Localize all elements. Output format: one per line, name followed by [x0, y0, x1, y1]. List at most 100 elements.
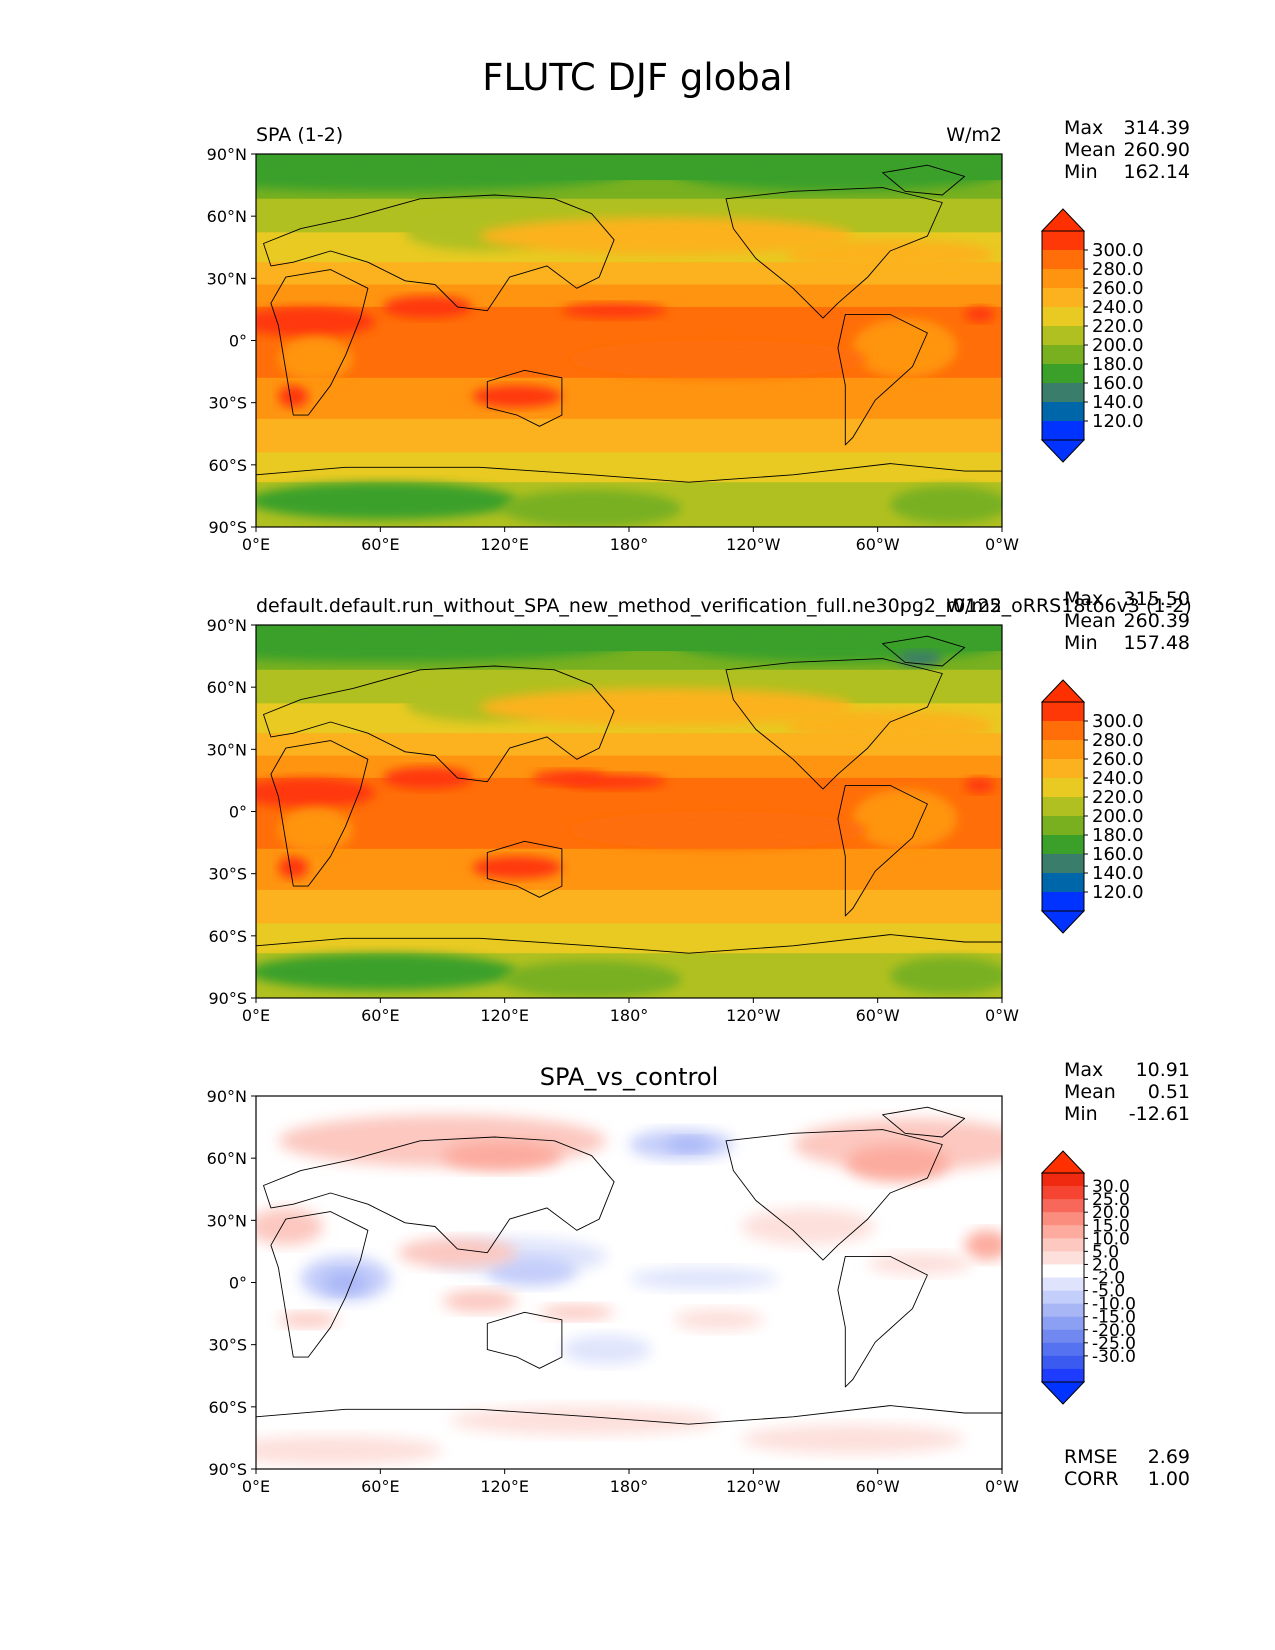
field-anomaly	[256, 154, 629, 192]
lon-tick-label: 120°E	[480, 535, 529, 554]
colorbar-tick-label: 200.0	[1092, 806, 1144, 827]
field-anomaly	[561, 1334, 652, 1365]
lat-tick-label: 90°N	[207, 145, 247, 164]
colorbar-swatch	[1042, 1316, 1084, 1331]
stat-value: 0.51	[1148, 1081, 1190, 1103]
lon-tick-label: 0°W	[985, 1477, 1019, 1496]
colorbar-tick-label: 280.0	[1092, 730, 1144, 751]
colorbar-tick-label: 5.0	[1092, 1242, 1119, 1262]
colorbar-tick-label: -25.0	[1092, 1334, 1136, 1354]
figure-title: FLUTC DJF global	[482, 56, 793, 99]
colorbar-swatch	[1042, 1238, 1084, 1252]
lon-tick-label: 60°E	[361, 1006, 399, 1025]
coastline	[270, 269, 369, 416]
colorbar-max-arrow	[1040, 679, 1086, 703]
stat-label: CORR	[1064, 1468, 1119, 1490]
lon-tick-label: 0°E	[242, 1477, 270, 1496]
lat-tick-label: 30°S	[208, 865, 247, 884]
colorbar: 300.0280.0260.0240.0220.0200.0180.0160.0…	[1040, 679, 1144, 934]
colorbar-frame	[1041, 230, 1085, 441]
field-anomaly	[785, 710, 995, 741]
stat-label: Min	[1064, 632, 1098, 654]
coastline	[725, 187, 943, 319]
lon-tick-label: 0°E	[242, 1006, 270, 1025]
coastline	[882, 1106, 966, 1138]
lat-tick-label: 60°S	[208, 456, 247, 475]
lat-tick-label: 30°S	[208, 1336, 247, 1355]
lat-tick-label: 0°	[229, 332, 247, 351]
colorbar-swatch	[1042, 402, 1084, 422]
stat-value: 10.91	[1136, 1059, 1190, 1081]
coastline	[256, 1405, 1002, 1469]
stat-value: 1.00	[1148, 1468, 1190, 1490]
colorbar-swatch	[1042, 721, 1084, 741]
field-anomaly	[449, 1405, 719, 1436]
coastline	[882, 635, 966, 667]
field-anomaly	[569, 811, 868, 849]
field-anomaly	[256, 306, 376, 337]
stat-label: Mean	[1064, 139, 1116, 161]
colorbar-tick-label: -20.0	[1092, 1321, 1136, 1341]
field-anomaly	[785, 239, 995, 270]
lat-tick-label: 30°S	[208, 394, 247, 413]
colorbar-swatch	[1042, 231, 1084, 251]
coastline	[837, 784, 928, 917]
colorbar-tick-label: -30.0	[1092, 1347, 1136, 1367]
panel-left-title: default.default.run_without_SPA_new_meth…	[256, 595, 1192, 617]
colorbar-swatch	[1042, 1199, 1084, 1213]
field-anomaly	[479, 688, 853, 726]
lon-tick-label: 120°W	[726, 535, 781, 554]
colorbar-swatch	[1042, 1290, 1084, 1305]
lon-tick-label: 120°E	[480, 1477, 529, 1496]
field-anomaly	[740, 1424, 965, 1455]
colorbar: 300.0280.0260.0240.0220.0200.0180.0160.0…	[1040, 208, 1144, 463]
colorbar-swatch	[1042, 1368, 1084, 1383]
lat-tick-label: 30°N	[207, 1211, 247, 1230]
colorbar-swatch	[1042, 383, 1084, 403]
lat-tick-label: 60°S	[208, 927, 247, 946]
colorbar-tick-label: 180.0	[1092, 354, 1144, 375]
colorbar-tick-label: 300.0	[1092, 711, 1144, 732]
field-anomaly	[532, 770, 607, 786]
lon-tick-label: 180°	[610, 1477, 649, 1496]
map-panel-diff: 90°N 60°N 30°N 0° 30°S 60°S 90°S0°E 60°E 120°E 18…	[207, 1059, 1190, 1496]
colorbar-tick-label: 240.0	[1092, 768, 1144, 789]
colorbar-tick-label: -10.0	[1092, 1295, 1136, 1315]
colorbar-tick-label: 140.0	[1092, 863, 1144, 884]
colorbar-tick-label: 180.0	[1092, 825, 1144, 846]
field-anomaly	[382, 295, 473, 319]
colorbar-swatch	[1042, 873, 1084, 893]
colorbar-tick-label: 260.0	[1092, 749, 1144, 770]
coastline	[837, 313, 928, 446]
lat-tick-label: 60°N	[207, 1149, 247, 1168]
colorbar-tick-label: 15.0	[1092, 1216, 1130, 1236]
lon-tick-label: 180°	[610, 1006, 649, 1025]
field-anomaly	[256, 482, 518, 520]
colorbar-tick-label: 2.0	[1092, 1255, 1119, 1275]
coastline	[725, 1129, 943, 1261]
colorbar-tick-label: 10.0	[1092, 1229, 1130, 1249]
field-anomaly	[629, 1267, 779, 1290]
lon-tick-label: 120°W	[726, 1477, 781, 1496]
map-panel-ref: 90°N 60°N 30°N 0° 30°S 60°S 90°S0°E 60°E 120°E 18…	[207, 588, 1192, 1025]
colorbar-tick-label: 30.0	[1092, 1177, 1130, 1197]
coastline	[263, 1136, 615, 1254]
lon-tick-label: 120°E	[480, 1006, 529, 1025]
colorbar-tick-label: 120.0	[1092, 411, 1144, 432]
colorbar-swatch	[1042, 702, 1084, 722]
colorbar-tick-label: 160.0	[1092, 844, 1144, 865]
field-anomaly	[539, 1304, 615, 1320]
colorbar-swatch	[1042, 288, 1084, 308]
stat-value: 2.69	[1148, 1446, 1190, 1468]
coastline	[486, 369, 563, 427]
colorbar-frame	[1041, 701, 1085, 912]
lat-tick-label: 60°N	[207, 207, 247, 226]
field-anomaly	[472, 385, 562, 408]
colorbar-swatch	[1042, 1212, 1084, 1226]
field-anomaly	[442, 1140, 562, 1171]
field-anomaly	[673, 1308, 764, 1331]
stat-label: Max	[1064, 588, 1103, 610]
map-field	[256, 1096, 1002, 1469]
field-anomaly	[278, 336, 353, 382]
